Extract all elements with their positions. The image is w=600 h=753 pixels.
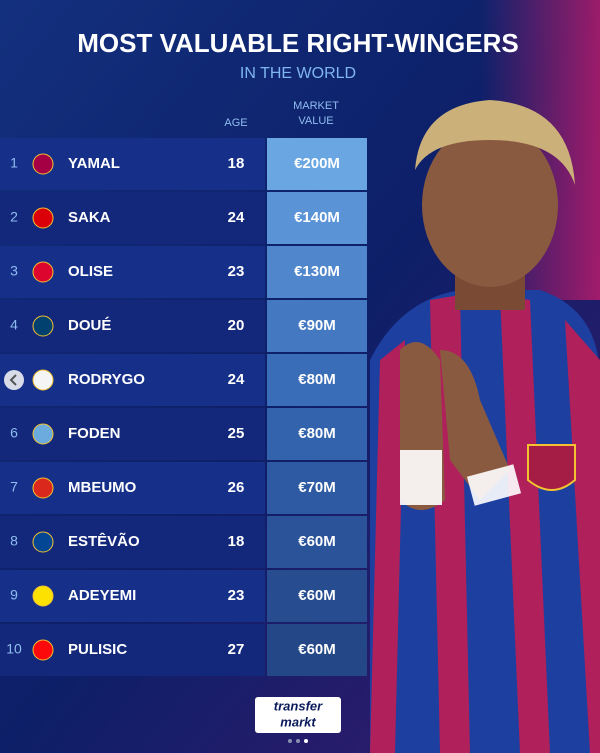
column-header-box: MARKET VALUE <box>293 100 339 127</box>
market-value: €60M <box>298 587 336 604</box>
club-badge <box>32 477 54 499</box>
column-header: MARKET VALUE <box>293 100 339 127</box>
value-cell <box>267 246 367 298</box>
age: 23 <box>228 263 245 280</box>
rank: 7 <box>10 479 18 495</box>
age: 18 <box>228 533 245 550</box>
column-header: AGE <box>224 117 247 129</box>
logo-box <box>255 697 341 733</box>
logo-text: markt <box>280 714 316 729</box>
back-arrow <box>9 374 17 386</box>
age: 27 <box>228 641 245 658</box>
market-value: €80M <box>298 425 336 442</box>
page-dot <box>296 739 300 743</box>
market-value: €70M <box>298 479 336 496</box>
market-value: €90M <box>298 317 336 334</box>
club-badge <box>32 369 54 391</box>
player-name: MBEUMO <box>68 479 137 496</box>
club-badge <box>32 153 54 175</box>
player-name: OLISE <box>68 263 113 280</box>
club-badge <box>32 261 54 283</box>
value-cell <box>267 408 367 460</box>
value-cell <box>267 300 367 352</box>
table: 1 YAMAL 18 €200M 2 SAKA 24 €140M 3 OLISE 23 €130M 4 D… <box>0 138 367 676</box>
value-cell <box>267 516 367 568</box>
club-badge <box>32 531 54 553</box>
value-cell <box>267 354 367 406</box>
value-cell <box>267 138 367 190</box>
market-value: €60M <box>298 641 336 658</box>
age: 26 <box>228 479 245 496</box>
rank: 3 <box>10 263 18 279</box>
rank: 9 <box>10 587 18 603</box>
rank: 6 <box>10 425 18 441</box>
player-name: PULISIC <box>68 641 127 658</box>
value-cell <box>267 624 367 676</box>
player-name: DOUÉ <box>68 317 111 334</box>
club-badge <box>32 639 54 661</box>
age: 24 <box>228 371 245 388</box>
value-cell <box>267 462 367 514</box>
page-dot <box>288 739 292 743</box>
value-cell <box>267 192 367 244</box>
age: 18 <box>228 155 245 172</box>
club-badge <box>32 207 54 229</box>
rank: 8 <box>10 533 18 549</box>
club-badge <box>32 423 54 445</box>
market-value: €80M <box>298 371 336 388</box>
player-name: SAKA <box>68 209 111 226</box>
logo-text: transfer <box>274 698 323 713</box>
market-value: €60M <box>298 533 336 550</box>
club-badge <box>32 315 54 337</box>
rank: 1 <box>10 155 18 171</box>
rank: 4 <box>10 317 18 333</box>
market-value: €130M <box>294 263 340 280</box>
player-name: FODEN <box>68 425 121 442</box>
page-dot <box>304 739 308 743</box>
market-value: €200M <box>294 155 340 172</box>
player-name: YAMAL <box>68 155 120 172</box>
back-button <box>4 370 24 390</box>
market-value: €140M <box>294 209 340 226</box>
age: 25 <box>228 425 245 442</box>
age: 23 <box>228 587 245 604</box>
rank: 2 <box>10 209 18 225</box>
player-name: ADEYEMI <box>68 587 136 604</box>
subtitle: IN THE WORLD <box>240 65 356 82</box>
club-badge <box>32 585 54 607</box>
player-photo <box>370 100 600 753</box>
player-name: RODRYGO <box>68 371 145 388</box>
title: MOST VALUABLE RIGHT-WINGERS <box>77 28 519 58</box>
player-name: ESTÊVÃO <box>68 532 140 550</box>
rank: 10 <box>6 641 22 657</box>
age: 24 <box>228 209 245 226</box>
value-cell <box>267 570 367 622</box>
age: 20 <box>228 317 245 334</box>
